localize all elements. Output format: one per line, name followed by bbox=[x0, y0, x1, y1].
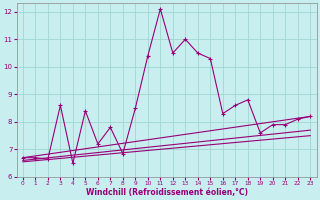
X-axis label: Windchill (Refroidissement éolien,°C): Windchill (Refroidissement éolien,°C) bbox=[85, 188, 248, 197]
